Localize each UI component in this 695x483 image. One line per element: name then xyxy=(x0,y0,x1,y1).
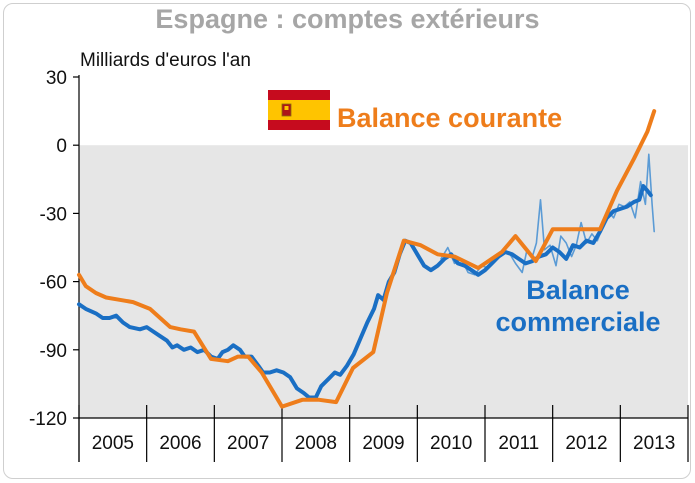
x-tick-label: 2013 xyxy=(633,433,675,454)
y-tick-label: -30 xyxy=(40,204,67,225)
x-tick-label: 2007 xyxy=(227,433,269,454)
shaded-negative-region xyxy=(79,145,688,418)
y-tick-label: -120 xyxy=(29,409,67,430)
x-tick-label: 2005 xyxy=(92,433,134,454)
y-tick-label: -60 xyxy=(40,273,67,294)
y-tick-label: 30 xyxy=(46,68,67,89)
y-axis-label: Milliards d'euros l'an xyxy=(80,50,251,71)
y-tick-label: -90 xyxy=(40,341,67,362)
x-tick-label: 2010 xyxy=(430,433,472,454)
chart-title: Espagne : comptes extérieurs xyxy=(155,4,540,34)
series-label-balance-commerciale-line1: Balance xyxy=(526,275,630,305)
series-lines xyxy=(77,109,657,409)
x-tick-label: 2009 xyxy=(362,433,404,454)
series-label-balance-courante: Balance courante xyxy=(337,103,562,133)
y-tick-label: 0 xyxy=(56,136,67,157)
x-tick-label: 2006 xyxy=(159,433,201,454)
series-line-balance-courante xyxy=(77,109,657,409)
spain-flag-icon xyxy=(268,90,330,130)
series-label-balance-commerciale-line2: commerciale xyxy=(495,307,660,337)
y-tick-labels: 30 0 -30 -60 -90 -120 xyxy=(29,68,67,430)
axes xyxy=(73,75,689,462)
x-tick-labels: 2005 2006 2007 2008 2009 2010 2011 2012 2013 xyxy=(92,433,676,454)
x-tick-label: 2012 xyxy=(565,433,607,454)
x-tick-label: 2008 xyxy=(295,433,337,454)
series-line-balance-commerciale xyxy=(77,184,653,400)
x-tick-label: 2011 xyxy=(498,433,539,454)
